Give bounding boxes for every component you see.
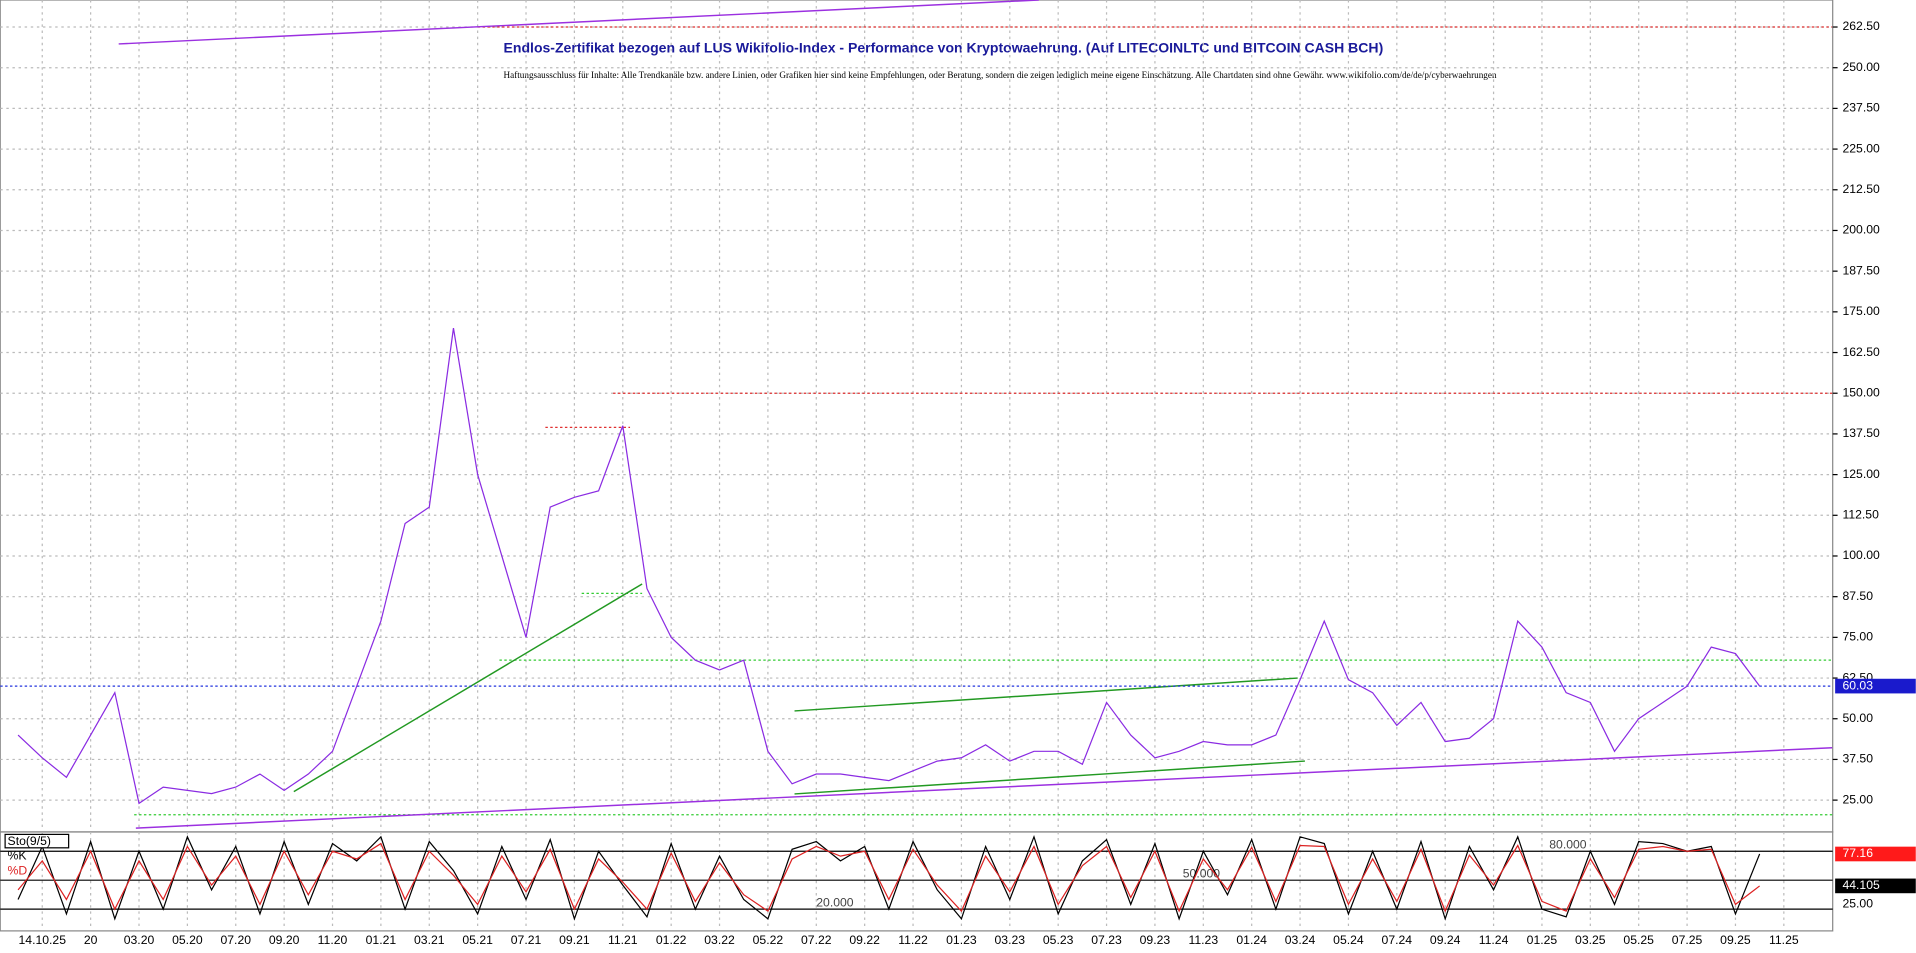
osc-readout-box <box>1835 846 1916 862</box>
legend-label: %K <box>8 849 27 863</box>
x-tick-label: 11.22 <box>898 933 928 947</box>
x-tick-label: 11.25 <box>1769 933 1799 947</box>
osc-readout: 44.105 <box>1842 878 1880 892</box>
x-tick-label: 11.23 <box>1188 933 1218 947</box>
x-tick-label: 01.25 <box>1527 933 1558 947</box>
x-tick-label: 05.23 <box>1043 933 1074 947</box>
trendline <box>135 746 1833 829</box>
y-tick-label: 25.00 <box>1842 792 1873 806</box>
x-tick-label: 09.24 <box>1430 933 1461 947</box>
x-tick-label: 05.24 <box>1333 933 1364 947</box>
series-line <box>17 328 1761 805</box>
y-tick-label: 137.50 <box>1842 426 1880 440</box>
x-tick-label: 03.21 <box>414 933 445 947</box>
y-tick-label: 175.00 <box>1842 304 1880 318</box>
osc-frame <box>0 831 1834 932</box>
series-line <box>17 834 1761 921</box>
x-tick-label: 03.22 <box>704 933 735 947</box>
x-tick-label: 03.25 <box>1575 933 1606 947</box>
x-tick-label: 09.23 <box>1140 933 1171 947</box>
y-tick-label: 187.50 <box>1842 263 1880 277</box>
x-tick-label: 05.25 <box>1623 933 1654 947</box>
y-tick-label: 112.50 <box>1842 508 1879 522</box>
x-tick-label: 03.24 <box>1285 933 1316 947</box>
x-tick-label: 09.22 <box>849 933 880 947</box>
chart-title: Endlos-Zertifikat bezogen auf LUS Wikifo… <box>504 40 1384 56</box>
current-label: 60.03 <box>1842 678 1873 692</box>
x-tick-label: 09.25 <box>1720 933 1751 947</box>
x-tick-label: 01.21 <box>366 933 397 947</box>
y-tick-label: 225.00 <box>1842 141 1880 155</box>
y-tick-label: 262.50 <box>1842 19 1880 33</box>
x-tick-label: 07.21 <box>511 933 542 947</box>
x-tick-label: 11.20 <box>318 933 348 947</box>
x-tick-label: 05.21 <box>462 933 493 947</box>
osc-title-box <box>4 833 70 849</box>
x-tick-label: 09.20 <box>269 933 300 947</box>
x-tick-label: 05.20 <box>172 933 203 947</box>
y-tick-label: 125.00 <box>1842 467 1880 481</box>
x-tick-label: 07.22 <box>801 933 832 947</box>
y-tick-label: 162.50 <box>1842 345 1880 359</box>
y-tick-label: 200.00 <box>1842 223 1880 237</box>
osc-tick-label: 20.000 <box>816 895 854 909</box>
x-tick-label: 11.24 <box>1479 933 1509 947</box>
x-tick-label: 11.21 <box>608 933 638 947</box>
y-tick-label: 87.50 <box>1842 589 1873 603</box>
x-tick-label: 01.24 <box>1236 933 1267 947</box>
y-tick-label: 250.00 <box>1842 60 1880 74</box>
osc-tick-label: 80.000 <box>1549 837 1587 851</box>
x-tick-label: 03.23 <box>995 933 1026 947</box>
osc-tick-label: 50.000 <box>1183 866 1221 880</box>
osc-readout-box <box>1835 878 1916 894</box>
series-line <box>17 842 1761 913</box>
y-tick-label: 237.50 <box>1842 101 1880 115</box>
x-tick-label: 07.23 <box>1091 933 1122 947</box>
osc-title: Sto(9/5) <box>8 834 51 848</box>
y-tick-label: 75.00 <box>1842 630 1873 644</box>
y-tick-label: 50.00 <box>1842 711 1873 725</box>
x-tick-label: 07.25 <box>1672 933 1703 947</box>
y-tick-label: 100.00 <box>1842 548 1880 562</box>
x-tick-label: 07.20 <box>220 933 251 947</box>
chart-subtitle: Haftungsausschluss für Inhalte: Alle Tre… <box>504 70 1497 80</box>
legend-label: %D <box>8 863 28 877</box>
x-tick-label: 05.22 <box>753 933 784 947</box>
trendline <box>293 583 643 793</box>
x-tick-label: 01.23 <box>946 933 977 947</box>
x-tick-label: 07.24 <box>1382 933 1413 947</box>
y-tick-label: 37.50 <box>1842 752 1873 766</box>
trendline <box>794 760 1305 795</box>
osc-readout: 77.16 <box>1842 846 1873 860</box>
x-tick-label: 14.10.25 <box>18 933 66 947</box>
x-tick-label: 01.22 <box>656 933 687 947</box>
trendline <box>118 0 1039 45</box>
x-tick-label: 20 <box>84 933 98 947</box>
current-box <box>1835 678 1916 694</box>
y2-tick-label: 25.00 <box>1842 897 1873 911</box>
x-tick-label: 03.20 <box>124 933 155 947</box>
trendline <box>794 677 1298 712</box>
x-tick-label: 09.21 <box>559 933 590 947</box>
y-tick-label: 212.50 <box>1842 182 1880 196</box>
y-tick-label: 150.00 <box>1842 385 1880 399</box>
